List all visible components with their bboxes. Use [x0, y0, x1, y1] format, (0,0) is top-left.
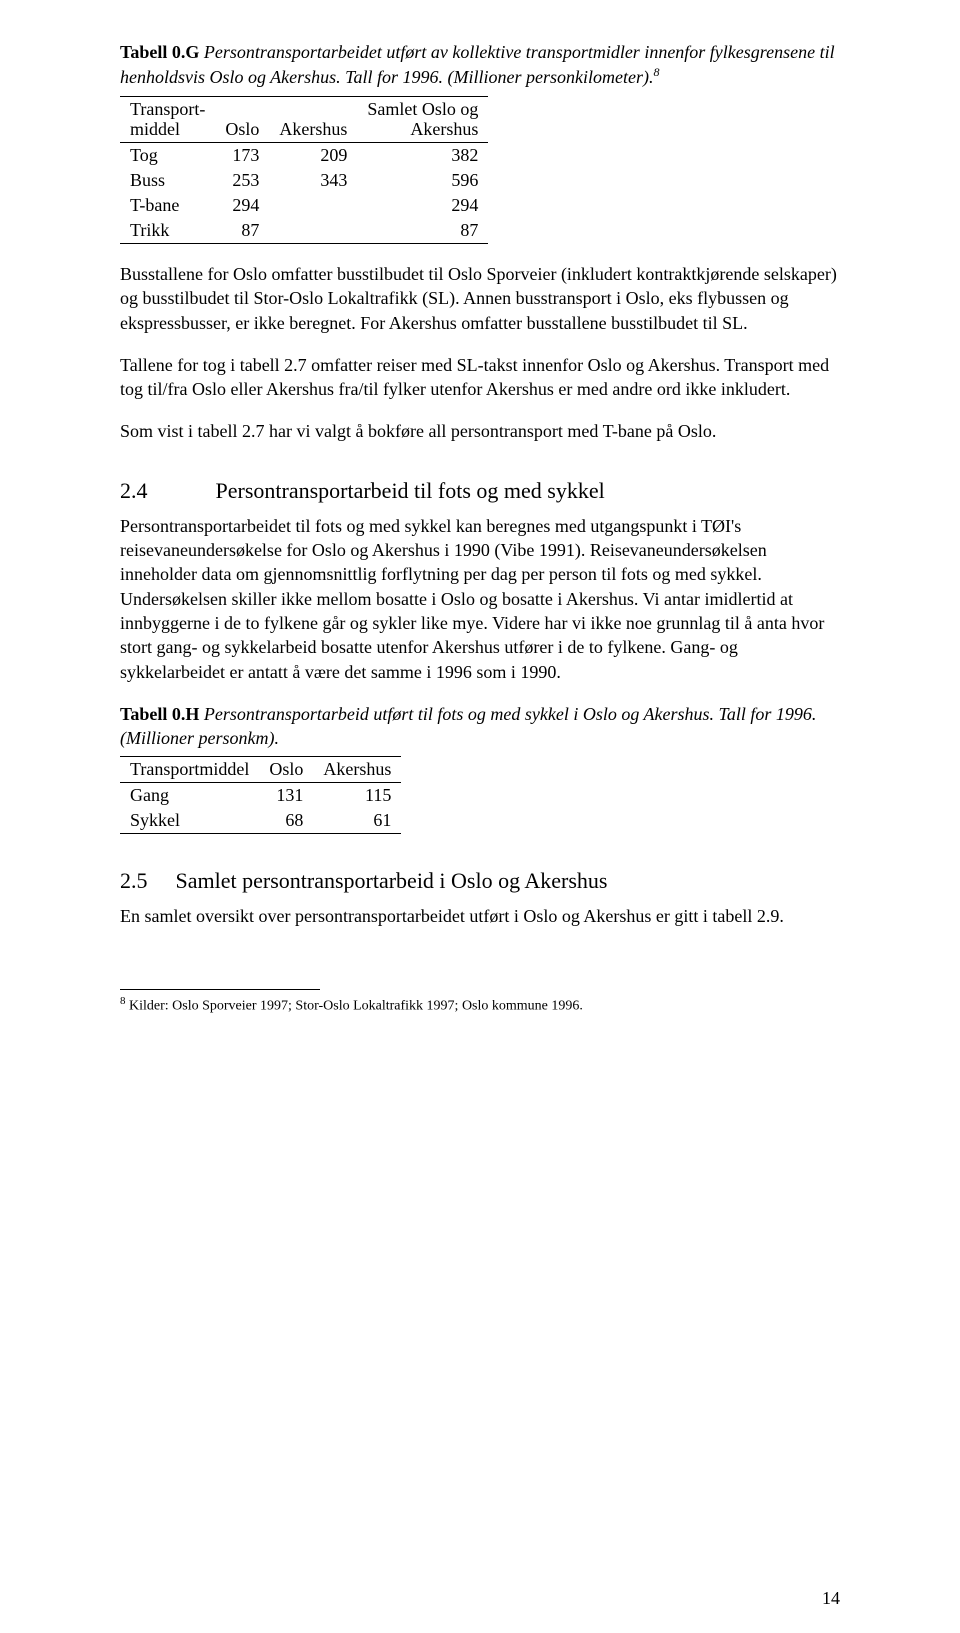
tabell-h-caption: Tabell 0.H Persontransportarbeid utført … [120, 702, 840, 751]
tabell-g-col1: Transport- middel [120, 96, 215, 142]
tabell-g-footnote-marker: 8 [653, 65, 659, 79]
section-2-5-heading: 2.5 Samlet persontransportarbeid i Oslo … [120, 868, 840, 894]
footnote-text: Kilder: Oslo Sporveier 1997; Stor-Oslo L… [126, 998, 583, 1013]
tabell-g-col2: Oslo [215, 96, 269, 142]
tabell-h-col1: Transportmiddel [120, 757, 259, 783]
section-title: Persontransportarbeid til fots og med sy… [216, 478, 605, 503]
footnote-separator [120, 989, 320, 990]
tabell-g-col4: Samlet Oslo og Akershus [357, 96, 488, 142]
footnote: 8 Kilder: Oslo Sporveier 1997; Stor-Oslo… [120, 994, 840, 1016]
paragraph: Som vist i tabell 2.7 har vi valgt å bok… [120, 419, 840, 443]
tabell-h-col3: Akershus [313, 757, 401, 783]
tabell-g-col3: Akershus [269, 96, 357, 142]
section-number: 2.5 [120, 868, 170, 894]
tabell-g: Transport- middel Oslo Akershus Samlet O… [120, 96, 488, 244]
tabell-h-desc: Persontransportarbeid utført til fots og… [120, 704, 816, 748]
table-row: Gang 131 115 [120, 783, 401, 809]
paragraph: En samlet oversikt over persontransporta… [120, 904, 840, 928]
tabell-g-desc: Persontransportarbeidet utført av kollek… [120, 42, 835, 87]
paragraph: Busstallene for Oslo omfatter busstilbud… [120, 262, 840, 335]
section-2-4-heading: 2.4 Persontransportarbeid til fots og me… [120, 478, 840, 504]
table-row: Trikk 87 87 [120, 218, 488, 244]
tabell-h: Transportmiddel Oslo Akershus Gang 131 1… [120, 756, 401, 834]
table-row: Sykkel 68 61 [120, 808, 401, 834]
tabell-h-col2: Oslo [259, 757, 313, 783]
table-row: Buss 253 343 596 [120, 168, 488, 193]
tabell-g-label: Tabell 0.G [120, 42, 199, 62]
section-title: Samlet persontransportarbeid i Oslo og A… [176, 868, 608, 893]
tabell-g-header-row: Transport- middel Oslo Akershus Samlet O… [120, 96, 488, 142]
section-number: 2.4 [120, 478, 210, 504]
tabell-h-header-row: Transportmiddel Oslo Akershus [120, 757, 401, 783]
document-page: Tabell 0.G Persontransportarbeidet utfør… [0, 0, 960, 1633]
paragraph: Persontransportarbeidet til fots og med … [120, 514, 840, 684]
tabell-h-label: Tabell 0.H [120, 704, 199, 724]
table-row: T-bane 294 294 [120, 193, 488, 218]
tabell-g-caption: Tabell 0.G Persontransportarbeidet utfør… [120, 40, 840, 90]
table-row: Tog 173 209 382 [120, 142, 488, 168]
page-number: 14 [822, 1588, 840, 1609]
paragraph: Tallene for tog i tabell 2.7 omfatter re… [120, 353, 840, 402]
